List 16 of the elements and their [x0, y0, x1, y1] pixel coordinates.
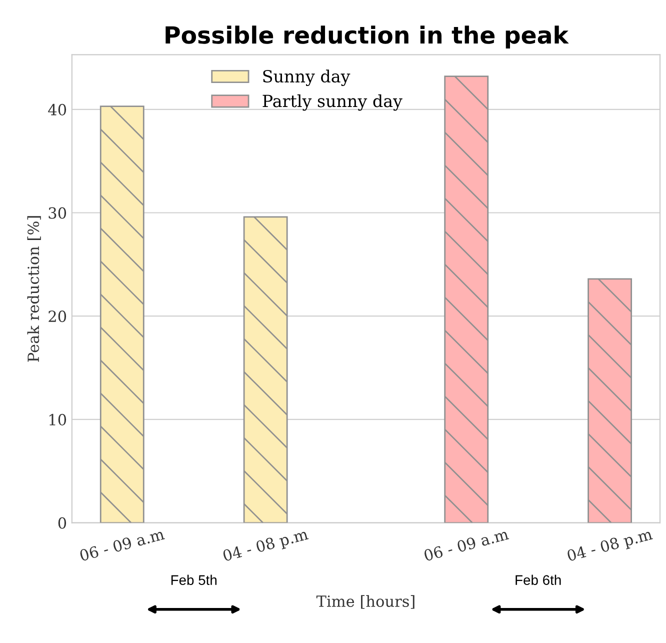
- y-tick-label: 0: [58, 517, 66, 529]
- x-tick-label: 04 - 08 p.m: [566, 528, 654, 564]
- x-tick-label: 06 - 09 a.m: [79, 528, 165, 562]
- y-tick-label: 10: [49, 414, 66, 426]
- text: Feb 6th: [516, 574, 561, 585]
- legend-label: Partly sunny day: [262, 94, 402, 111]
- y-tick-label: 20: [48, 310, 66, 322]
- x-tick-label: 06 - 09 a.m: [423, 528, 510, 562]
- legend-label: Sunny day: [263, 70, 350, 86]
- x-tick-label: 04 - 08 p.m: [222, 528, 310, 564]
- y-tick-label: 30: [48, 207, 66, 219]
- y-axis-title: Peak reduction [%]: [27, 216, 41, 362]
- y-tick-label: 40: [48, 104, 66, 116]
- text: Feb 5th: [171, 574, 216, 585]
- x-axis-title: Time [hours]: [316, 595, 414, 609]
- chart-title: Possible reduction in the peak: [166, 26, 569, 48]
